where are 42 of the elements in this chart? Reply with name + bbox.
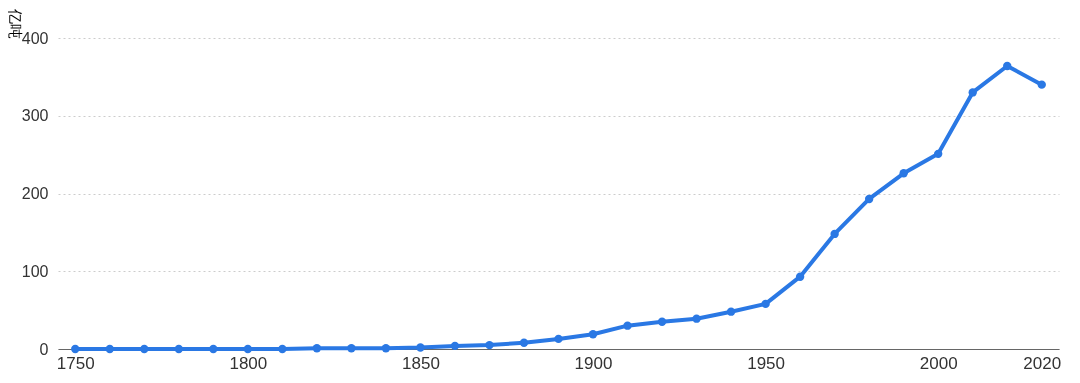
point [899, 169, 908, 178]
point [174, 344, 183, 354]
x-tick-label: 1800 [229, 353, 268, 373]
point [105, 344, 114, 354]
point [554, 334, 563, 344]
point [243, 344, 253, 354]
point [347, 344, 356, 353]
x-tick-label: 1750 [56, 353, 95, 373]
point [934, 149, 943, 159]
y-axis-title: 亿吨 [6, 7, 24, 39]
x-tick-label: 2020 [1023, 353, 1062, 373]
x-tick-label: 1900 [574, 353, 613, 373]
point [140, 344, 149, 354]
point [278, 344, 287, 354]
point [726, 307, 736, 316]
y-tick-label: 400 [21, 29, 49, 47]
x-tick-label: 2000 [919, 353, 958, 373]
y-tick-label: 200 [21, 185, 49, 202]
point [588, 330, 598, 339]
y-tick-label: 300 [21, 107, 49, 125]
point [623, 321, 632, 330]
point [657, 317, 667, 326]
point [968, 88, 977, 97]
point [830, 229, 839, 239]
y-tick-label: 100 [21, 262, 49, 280]
point [312, 344, 322, 353]
point [485, 340, 494, 350]
point [761, 299, 770, 309]
x-tick-label: 1950 [747, 353, 786, 373]
point [864, 194, 874, 204]
point [1003, 61, 1012, 71]
y-tick-label: 0 [39, 340, 49, 358]
point [1037, 80, 1046, 89]
point [381, 344, 391, 353]
point [450, 341, 460, 351]
point [416, 343, 425, 352]
point [519, 338, 529, 347]
point [795, 272, 805, 281]
point [692, 314, 701, 323]
point [209, 344, 218, 354]
x-tick-label: 1850 [402, 353, 440, 373]
point [71, 344, 80, 354]
